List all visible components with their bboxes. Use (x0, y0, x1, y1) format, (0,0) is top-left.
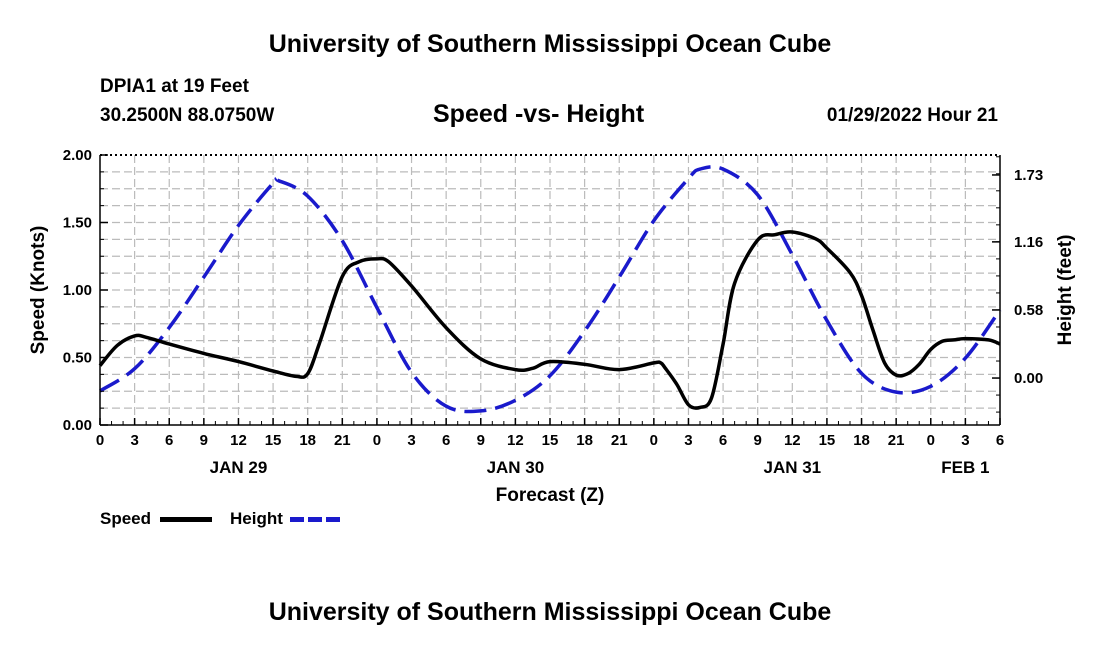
y-tick-label: 1.50 (63, 215, 92, 232)
station-label: DPIA1 at 19 Feet (100, 76, 249, 97)
x-axis-title: Forecast (Z) (496, 485, 605, 506)
axis-layer (99, 154, 1001, 426)
forecast-datetime: 01/29/2022 Hour 21 (826, 105, 998, 126)
label-layer: 0 3 6 9 12 15 18 21 0 3 6 9 12 15 18 21 0 3 6 9 12 15 18 21 0 3 6 J… (28, 147, 1076, 506)
x-tick-label: 0 (96, 432, 104, 449)
legend-height-swatch (290, 517, 342, 522)
x-tick-label: 15 (542, 432, 559, 449)
grid-layer (100, 155, 1000, 425)
x-tick-label: 6 (719, 432, 727, 449)
station-coordinates: 30.2500N 88.0750W (100, 105, 275, 126)
y2-tick-label: 1.73 (1014, 167, 1043, 184)
y-tick-label: 2.00 (63, 147, 92, 164)
y2-tick-label: 1.16 (1014, 234, 1043, 251)
speed-series-line (98, 230, 1001, 410)
x-tick-label: 21 (888, 432, 905, 449)
x-tick-label: 15 (265, 432, 282, 449)
legend-speed-swatch (160, 517, 212, 522)
x-tick-label: 18 (299, 432, 316, 449)
x-tick-label: 6 (996, 432, 1004, 449)
footer-title: University of Southern Mississippi Ocean… (268, 598, 832, 626)
x-date-label: JAN 29 (210, 458, 268, 477)
x-tick-label: 3 (684, 432, 692, 449)
y2-axis-title: Height (feet) (1055, 235, 1076, 346)
x-date-label: JAN 31 (763, 458, 821, 477)
x-tick-label: 0 (650, 432, 658, 449)
y2-tick-label: 0.58 (1014, 302, 1043, 319)
y2-tick-label: 0.00 (1014, 370, 1043, 387)
x-tick-label: 9 (200, 432, 208, 449)
x-tick-label: 0 (373, 432, 381, 449)
x-tick-label: 12 (230, 432, 247, 449)
y-axis-title: Speed (Knots) (28, 226, 49, 355)
x-tick-label: 12 (784, 432, 801, 449)
x-date-label: JAN 30 (487, 458, 545, 477)
x-tick-label: 3 (130, 432, 138, 449)
y-tick-label: 0.00 (63, 417, 92, 434)
x-tick-label: 3 (407, 432, 415, 449)
legend-speed-label: Speed (100, 509, 152, 528)
x-date-label: FEB 1 (941, 458, 989, 477)
x-tick-label: 9 (754, 432, 762, 449)
y-tick-label: 0.50 (63, 350, 92, 367)
x-tick-label: 15 (819, 432, 836, 449)
x-tick-label: 3 (961, 432, 969, 449)
series-layer (98, 165, 1002, 414)
x-tick-label: 21 (334, 432, 351, 449)
x-tick-label: 21 (611, 432, 628, 449)
x-tick-label: 9 (477, 432, 485, 449)
chart-subtitle: Speed -vs- Height (433, 100, 645, 128)
y-tick-label: 1.00 (63, 282, 92, 299)
x-tick-label: 18 (853, 432, 870, 449)
x-tick-label: 6 (442, 432, 450, 449)
x-tick-label: 12 (507, 432, 524, 449)
x-tick-label: 18 (576, 432, 593, 449)
chart-main-title: University of Southern Mississippi Ocean… (268, 30, 832, 58)
height-series-line (99, 165, 1002, 414)
x-tick-label: 6 (165, 432, 173, 449)
legend-height-label: Height (230, 509, 283, 528)
x-tick-label: 0 (927, 432, 935, 449)
